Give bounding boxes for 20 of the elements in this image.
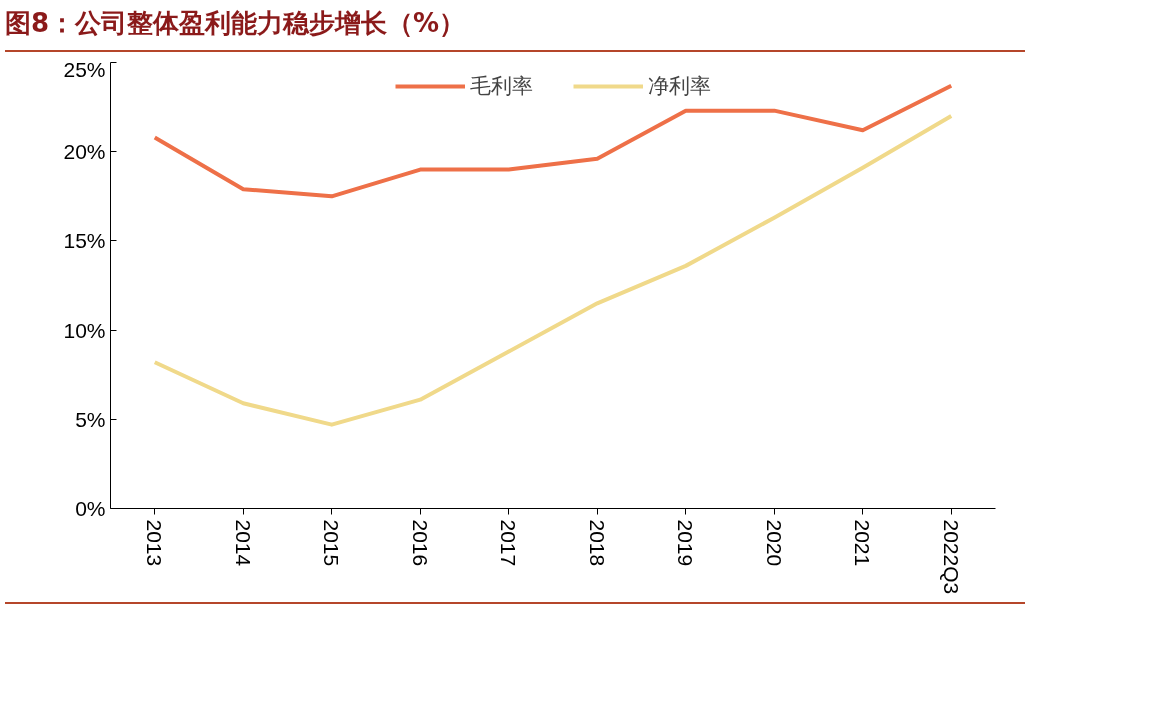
x-tick-label: 2014 bbox=[231, 519, 255, 567]
y-tick-label: 0% bbox=[75, 497, 106, 521]
x-tick-label: 2017 bbox=[497, 519, 521, 567]
x-tick-label: 2015 bbox=[320, 519, 344, 567]
line-series bbox=[152, 114, 954, 427]
x-tick-label: 2021 bbox=[851, 519, 875, 567]
y-tick-label: 25% bbox=[63, 57, 106, 81]
legend-label: 毛利率 bbox=[469, 73, 533, 100]
x-tick-label: 2022Q3 bbox=[939, 519, 963, 595]
y-tick-label: 15% bbox=[63, 229, 106, 253]
x-tick-label: 2013 bbox=[143, 519, 167, 567]
y-tick-label: 10% bbox=[63, 318, 106, 342]
x-tick-label: 2019 bbox=[674, 519, 698, 567]
y-tick-label: 20% bbox=[63, 140, 106, 164]
x-tick-label: 2018 bbox=[585, 519, 609, 567]
chart-title: 图8：公司整体盈利能力稳步增长（%） bbox=[5, 7, 466, 40]
y-tick-label: 5% bbox=[75, 407, 106, 431]
legend-label: 净利率 bbox=[647, 73, 711, 100]
x-tick-label: 2016 bbox=[408, 519, 432, 567]
x-tick-label: 2020 bbox=[762, 519, 786, 567]
